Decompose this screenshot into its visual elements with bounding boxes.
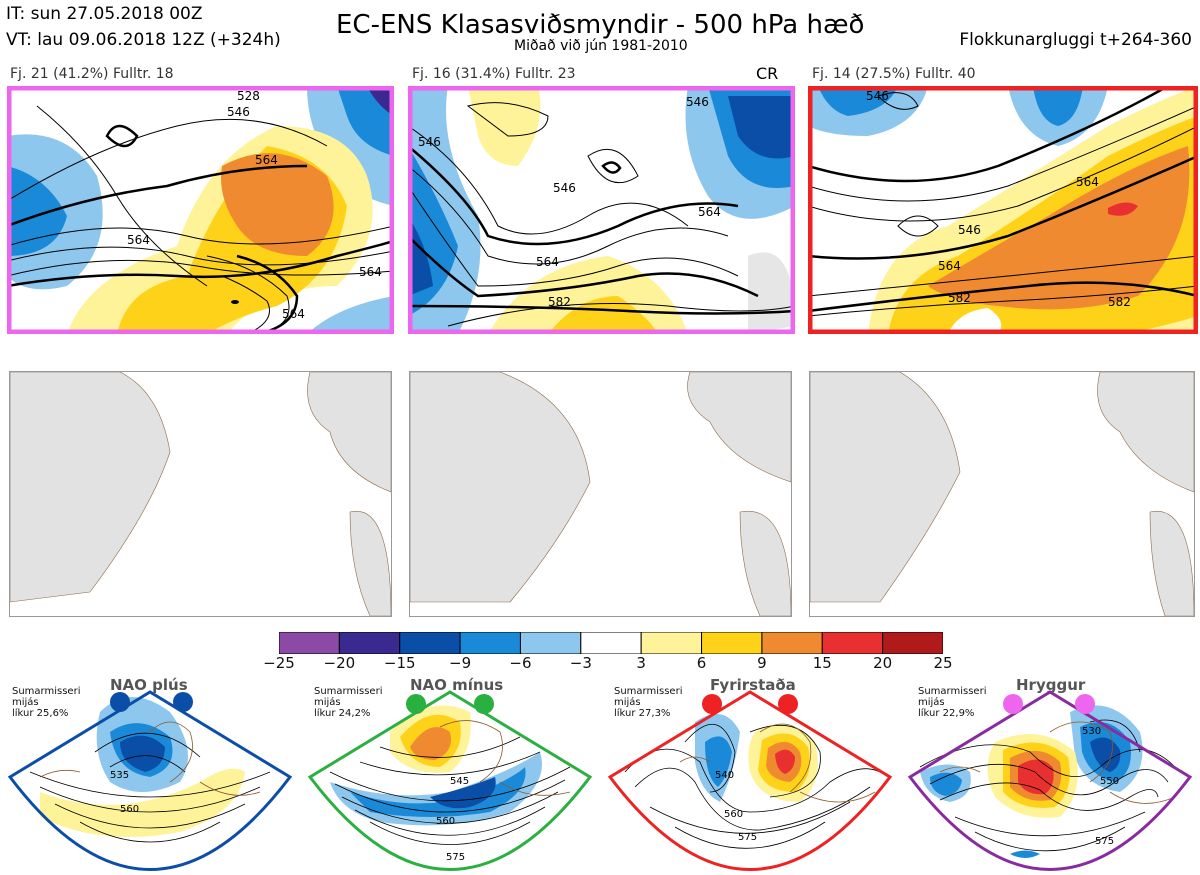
regime-4-note: Sumarmisseri mijás líkur 22,9% [918, 686, 987, 719]
regime-2-note: Sumarmisseri mijás líkur 24,2% [314, 686, 383, 719]
cluster-1-contour-label: 546 [227, 105, 250, 119]
cluster-2-map: 546 546 564 564 582 546 [408, 86, 795, 334]
colorbar-swatch [338, 631, 401, 655]
regime-blocking-map: 540 560 575 [600, 672, 900, 871]
colorbar-swatch [399, 631, 461, 655]
colorbar-tick-label: −3 [569, 654, 592, 672]
colorbar-tick-label: 3 [636, 654, 646, 672]
cluster-3-contour-label: 564 [1076, 175, 1099, 189]
initial-time: IT: sun 27.05.2018 00Z [6, 4, 203, 24]
colorbar-swatch [821, 631, 884, 655]
regime-1-contour-label: 560 [120, 804, 139, 815]
cluster-2-contour-label: 564 [536, 255, 559, 269]
regime-nao-plus-map: 535 560 [0, 672, 300, 871]
cluster-1-contour-label: 528 [237, 89, 260, 103]
cluster-1-contour-label: 564 [359, 265, 382, 279]
cluster-3-map: 546 546 564 564 582 582 [808, 86, 1198, 334]
regime-2-title: NAO mínus [410, 676, 504, 694]
cluster-2-contour-label: 546 [553, 181, 576, 195]
cluster-3-contour-label: 564 [938, 259, 961, 273]
valid-time: VT: lau 09.06.2018 12Z (+324h) [6, 30, 281, 50]
colorbar-tick-label: 15 [812, 654, 832, 672]
cluster-2-contour-label: 564 [698, 205, 721, 219]
cluster-2-contour-label: 546 [418, 135, 441, 149]
colorbar-tick-label: 6 [696, 654, 707, 672]
colorbar-swatch [701, 631, 763, 655]
regime-3-note: Sumarmisseri mijás líkur 27,3% [614, 686, 683, 719]
colorbar-tick-label: −20 [323, 654, 356, 672]
empty-map-3 [809, 371, 1195, 617]
cluster-2-label: Fj. 16 (31.4%) Fulltr. 23 [412, 66, 576, 82]
colorbar-tick-label: −6 [509, 654, 532, 672]
cluster-3-contour-label: 546 [958, 223, 981, 237]
page-title: EC-ENS Klasasviðsmyndir - 500 hPa hæð [336, 10, 865, 40]
classification-window: Flokkunargluggi t+264-360 [959, 30, 1192, 50]
regime-3-contour-label: 560 [724, 809, 743, 820]
colorbar-tick-label: 20 [873, 654, 893, 672]
regime-ridge-map: 530 550 575 [900, 672, 1200, 871]
page-subtitle: Miðað við jún 1981-2010 [514, 38, 688, 54]
colorbar-tick-label: −15 [383, 654, 416, 672]
colorbar-tick-label: −25 [263, 654, 295, 672]
cluster-1-contour-label: 564 [255, 153, 278, 167]
regime-2-contour-label: 560 [436, 816, 455, 827]
cluster-3-contour-label: 582 [948, 291, 971, 305]
colorbar-tick-label: −9 [449, 654, 472, 672]
colorbar-tick-label: 9 [757, 654, 767, 672]
colorbar-swatch [882, 631, 944, 655]
cluster-3-contour-label: 582 [1108, 295, 1131, 309]
colorbar-swatch [459, 631, 521, 655]
cluster-1-contour-label: 564 [282, 307, 305, 321]
regime-3-contour-label: 575 [738, 832, 757, 843]
regime-1-note: Sumarmisseri mijás líkur 25,6% [12, 686, 81, 719]
colorbar [278, 631, 944, 658]
regime-2-contour-label: 575 [446, 852, 465, 863]
cluster-2-contour-label: 582 [548, 295, 571, 309]
colorbar-swatch [580, 631, 642, 655]
regime-1-contour-label: 535 [110, 770, 129, 781]
regime-4-contour-label: 530 [1082, 726, 1101, 737]
cluster-1-contour-label: 564 [127, 233, 150, 247]
cluster-3-label: Fj. 14 (27.5%) Fulltr. 40 [812, 66, 976, 82]
regime-4-contour-label: 550 [1100, 776, 1119, 787]
cluster-1-label: Fj. 21 (41.2%) Fulltr. 18 [10, 66, 174, 82]
cluster-3-contour-label: 546 [866, 89, 889, 103]
regime-1-title: NAO plús [110, 676, 188, 694]
colorbar-tick-label: 25 [933, 654, 953, 672]
colorbar-swatch [278, 631, 340, 655]
cluster-2-badge: CR [756, 64, 779, 83]
empty-map-1 [9, 371, 392, 617]
regime-4-title: Hryggur [1016, 676, 1086, 694]
empty-map-2 [409, 371, 792, 617]
regime-4-contour-label: 575 [1095, 836, 1114, 847]
colorbar-swatch [761, 631, 823, 655]
regime-nao-minus-map: 545 560 575 [300, 672, 600, 871]
colorbar-swatch [640, 631, 703, 655]
cluster-2-contour-label: 546 [686, 95, 709, 109]
regime-3-title: Fyrirstaða [710, 676, 796, 694]
colorbar-swatch [519, 631, 582, 655]
cluster-1-map: 546 564 564 564 564 528 [7, 86, 394, 334]
regime-3-contour-label: 540 [715, 770, 734, 781]
regime-2-contour-label: 545 [450, 776, 469, 787]
